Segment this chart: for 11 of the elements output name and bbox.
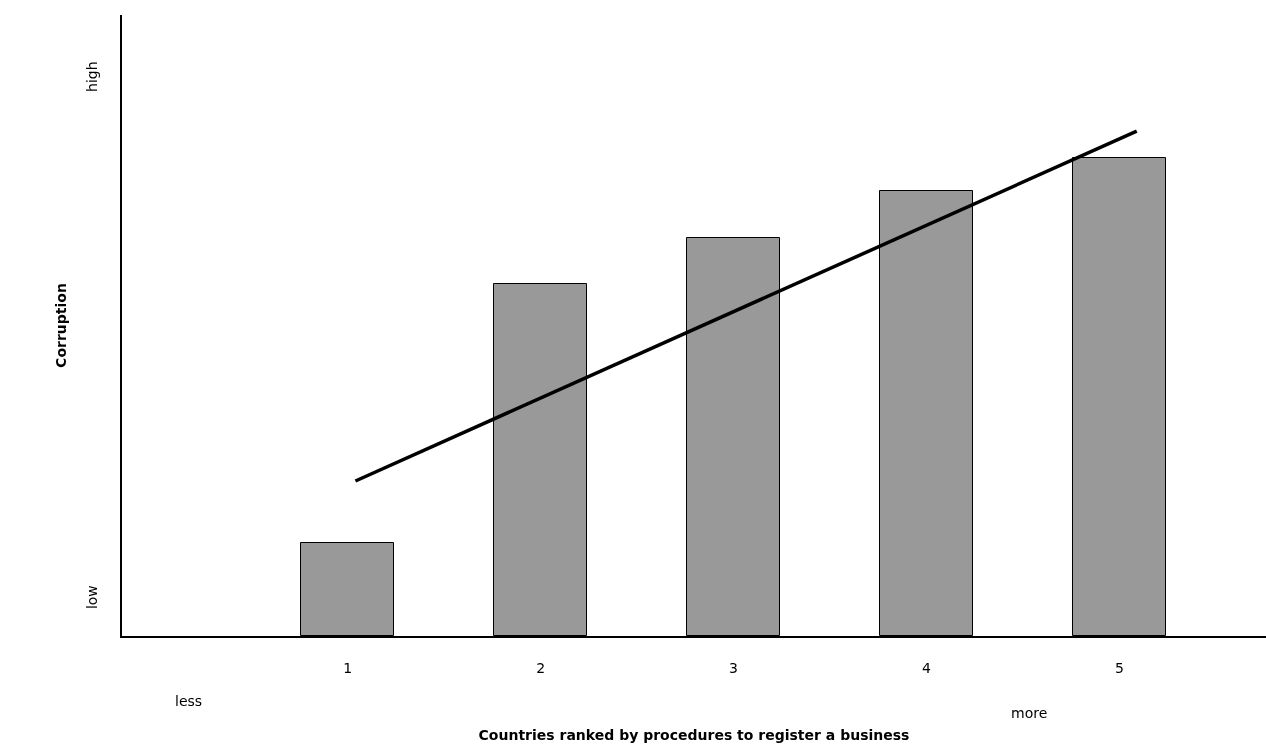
text: less <box>175 693 203 709</box>
text: more <box>1011 705 1048 721</box>
x-tick-label: 1 <box>343 659 353 676</box>
x-tick-label: 3 <box>729 659 739 676</box>
y-axis-title: Corruption <box>53 283 70 368</box>
x-axis-title: Countries ranked by procedures to register a business <box>478 726 910 743</box>
x-tick-label: 2 <box>536 659 546 676</box>
text: high <box>83 61 100 92</box>
x-tick-label: 4 <box>922 659 932 676</box>
text: low <box>83 585 100 610</box>
x-tick-label: 5 <box>1114 659 1124 676</box>
